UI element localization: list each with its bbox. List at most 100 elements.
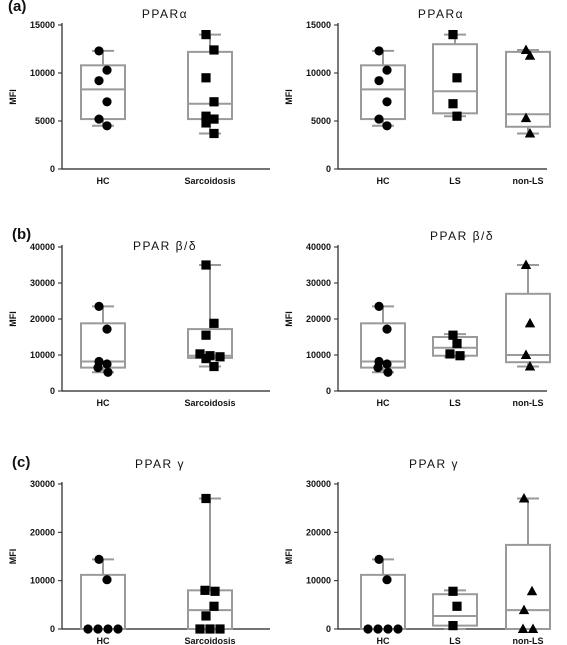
data-point: [210, 586, 220, 596]
x-tick-label: HC: [377, 398, 390, 408]
x-tick-label: Sarcoidosis: [184, 398, 235, 408]
data-point: [382, 324, 392, 334]
y-axis-label: MFI: [8, 311, 18, 327]
data-point: [209, 601, 219, 611]
data-point: [102, 324, 112, 334]
data-point: [94, 46, 104, 56]
data-point: [524, 361, 536, 371]
data-point: [201, 30, 211, 40]
data-point: [215, 352, 225, 362]
data-point: [102, 97, 112, 107]
y-tick-label: 10000: [306, 68, 331, 78]
data-point: [209, 114, 219, 124]
data-point: [382, 97, 392, 107]
y-tick-label: 15000: [306, 20, 331, 30]
x-tick-label: LS: [449, 176, 461, 186]
data-point: [83, 624, 93, 634]
y-axis-label: MFI: [284, 89, 294, 105]
data-point: [374, 554, 384, 565]
data-point: [94, 554, 104, 565]
data-point: [201, 260, 211, 270]
data-point: [518, 493, 530, 503]
data-point: [383, 624, 393, 634]
data-point: [93, 624, 103, 634]
y-axis-label: MFI: [8, 89, 18, 105]
data-point: [448, 330, 458, 340]
y-tick-label: 30000: [306, 278, 331, 288]
data-point: [382, 65, 392, 75]
x-tick-label: HC: [377, 176, 390, 186]
data-point: [103, 624, 113, 634]
y-tick-label: 10000: [306, 576, 331, 586]
chart-title: PPARα: [418, 7, 464, 21]
chart-title: PPARα: [142, 7, 188, 21]
box-plot-panel: PPAR β/δ 0 10000 20000 30000 40000 MFI HC Sarcoi…: [8, 239, 270, 408]
y-tick-label: 0: [326, 386, 331, 396]
data-point: [393, 624, 403, 634]
data-point: [102, 359, 112, 369]
box-iqr: [505, 50, 551, 128]
data-point: [209, 318, 219, 328]
x-tick-label: HC: [377, 636, 390, 645]
box-iqr: [80, 64, 126, 121]
panel-label-c: (c): [12, 454, 31, 471]
box-plot-panel: PPAR β/δ 0 10000 20000 30000 40000 MFI HC LS non-…: [284, 229, 551, 408]
data-point: [452, 601, 462, 611]
y-tick-label: 0: [50, 164, 55, 174]
data-point: [200, 585, 210, 595]
chart-title: PPAR γ: [135, 457, 185, 471]
data-point: [452, 111, 462, 121]
x-tick-label: HC: [97, 176, 110, 186]
y-tick-label: 40000: [30, 242, 55, 252]
box-iqr: [360, 64, 406, 121]
panel-label-a: (a): [8, 0, 27, 15]
data-point: [201, 611, 211, 621]
y-tick-label: 30000: [30, 278, 55, 288]
data-point: [524, 50, 536, 60]
box-plot-panel: PPAR γ 0 10000 20000 30000 MFI HC LS non-LS: [284, 457, 551, 645]
y-tick-label: 10000: [306, 350, 331, 360]
data-point: [102, 121, 112, 131]
box-iqr: [187, 50, 233, 121]
data-point: [445, 349, 455, 359]
y-tick-label: 20000: [306, 314, 331, 324]
data-point: [195, 624, 205, 634]
data-point: [374, 301, 384, 311]
data-point: [452, 338, 462, 349]
y-tick-label: 20000: [306, 527, 331, 537]
data-point: [205, 624, 215, 634]
data-point: [527, 623, 539, 633]
x-tick-label: non-LS: [513, 176, 544, 186]
data-point: [363, 624, 373, 634]
x-tick-label: non-LS: [513, 398, 544, 408]
data-point: [374, 46, 384, 56]
data-point: [201, 118, 211, 128]
data-point: [373, 624, 383, 634]
data-point: [374, 76, 384, 86]
x-tick-label: Sarcoidosis: [184, 176, 235, 186]
data-point: [455, 351, 465, 361]
y-tick-label: 5000: [311, 116, 331, 126]
data-point: [382, 575, 392, 585]
data-point: [373, 363, 383, 373]
data-point: [518, 604, 530, 615]
data-point: [524, 127, 536, 138]
data-point: [102, 65, 112, 75]
data-point: [103, 367, 113, 377]
chart-title: PPAR γ: [409, 457, 459, 471]
data-point: [448, 30, 458, 40]
y-tick-label: 10000: [30, 576, 55, 586]
data-point: [215, 624, 225, 634]
y-axis-label: MFI: [284, 549, 294, 565]
y-tick-label: 0: [50, 386, 55, 396]
x-tick-label: non-LS: [513, 636, 544, 645]
box-iqr: [80, 573, 126, 630]
y-tick-label: 0: [326, 624, 331, 634]
y-tick-label: 20000: [30, 314, 55, 324]
data-point: [94, 301, 104, 311]
data-point: [209, 45, 219, 55]
box-plot-panel: PPARα 0 5000 10000 15000 MFI HC LS non-LS: [284, 7, 551, 186]
y-tick-label: 20000: [30, 527, 55, 537]
data-point: [524, 317, 536, 328]
